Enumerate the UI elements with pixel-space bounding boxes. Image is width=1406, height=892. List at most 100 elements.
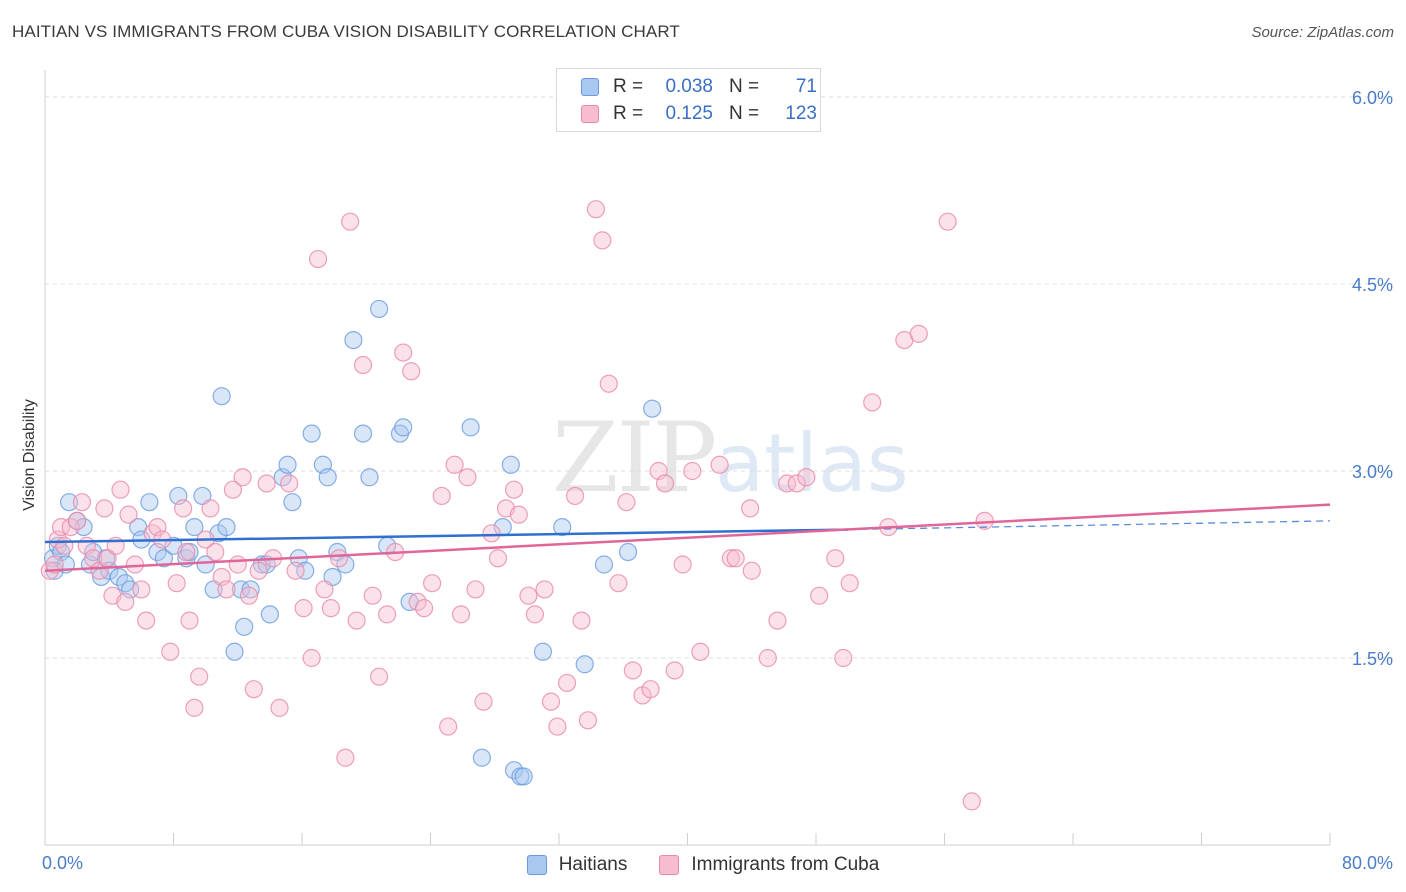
- point-haitians: [302, 424, 321, 443]
- legend-item-haitians[interactable]: Haitians: [526, 854, 627, 876]
- point-cuba: [451, 605, 471, 624]
- point-cuba: [557, 673, 577, 693]
- axes: [44, 70, 1330, 846]
- legend-row-haitians: R = 0.038 N = 71: [581, 75, 817, 99]
- y-tick-label: 4.5%: [1352, 275, 1393, 295]
- point-cuba: [810, 586, 829, 605]
- point-cuba: [834, 648, 853, 668]
- point-cuba: [167, 574, 186, 593]
- point-cuba: [655, 474, 675, 493]
- point-haitians: [643, 399, 662, 418]
- point-haitians: [461, 418, 480, 437]
- point-haitians: [196, 555, 215, 574]
- point-cuba: [223, 480, 243, 499]
- stats-legend: R = 0.038 N = 71 R = 0.125 N = 123: [556, 68, 821, 132]
- point-haitians: [533, 642, 553, 661]
- point-cuba: [787, 474, 806, 493]
- point-haitians: [296, 561, 315, 580]
- point-cuba: [378, 605, 397, 624]
- point-cuba: [217, 580, 236, 599]
- point-cuba: [161, 642, 180, 661]
- y-tick-label: 6.0%: [1352, 88, 1393, 108]
- point-cuba: [302, 648, 321, 668]
- point-cuba: [509, 505, 528, 524]
- point-haitians: [575, 655, 594, 674]
- point-haitians: [59, 493, 79, 512]
- point-cuba: [423, 574, 442, 593]
- point-cuba: [119, 505, 138, 524]
- point-cuba: [45, 555, 64, 574]
- point-cuba: [336, 748, 355, 767]
- point-cuba: [609, 574, 628, 593]
- point-cuba: [370, 667, 389, 686]
- point-cuba: [308, 249, 328, 269]
- point-cuba: [180, 611, 199, 630]
- trend-lines: [44, 503, 1331, 572]
- point-cuba: [641, 680, 660, 699]
- point-cuba: [394, 343, 413, 362]
- point-cuba: [962, 792, 981, 811]
- point-cuba: [758, 648, 777, 668]
- point-cuba: [466, 580, 485, 599]
- point-haitians: [260, 605, 279, 624]
- point-haitians: [344, 331, 363, 350]
- point-cuba: [617, 493, 636, 512]
- point-cuba: [525, 605, 545, 624]
- x-ticks: [44, 833, 1331, 845]
- point-cuba: [797, 468, 816, 487]
- legend-item-cuba[interactable]: Immigrants from Cuba: [659, 854, 879, 876]
- point-cuba: [294, 599, 313, 618]
- point-cuba: [55, 536, 74, 555]
- point-cuba: [280, 474, 299, 493]
- point-cuba: [710, 455, 729, 474]
- point-cuba: [541, 692, 561, 711]
- point-cuba: [125, 555, 145, 574]
- y-tick-label: 1.5%: [1352, 649, 1393, 669]
- legend-label-cuba: Immigrants from Cuba: [691, 854, 880, 875]
- point-cuba: [673, 555, 692, 574]
- point-cuba: [270, 698, 289, 717]
- point-haitians: [140, 493, 159, 512]
- point-cuba: [826, 549, 845, 568]
- point-cuba: [353, 355, 373, 375]
- legend-r-label: R =: [613, 103, 644, 124]
- point-cuba: [586, 200, 606, 219]
- point-cuba: [228, 555, 247, 574]
- point-cuba: [132, 580, 151, 599]
- point-cuba: [116, 592, 135, 612]
- point-cuba: [599, 374, 618, 393]
- legend-swatch-cuba: [659, 855, 680, 875]
- point-cuba: [474, 692, 493, 711]
- point-cuba: [721, 549, 740, 568]
- point-cuba: [347, 611, 366, 630]
- y-tick-label: 3.0%: [1352, 462, 1393, 482]
- point-cuba: [593, 231, 612, 250]
- legend-swatch-haitians: [581, 78, 599, 96]
- watermark-zip: ZIP: [552, 402, 717, 514]
- point-cuba: [726, 549, 745, 568]
- point-cuba: [201, 499, 220, 518]
- x-tick-label-max: 80.0%: [1342, 853, 1393, 873]
- point-cuba: [535, 580, 554, 599]
- point-cuba: [909, 324, 928, 343]
- point-cuba: [488, 549, 508, 568]
- point-cuba: [742, 561, 761, 580]
- point-cuba: [137, 611, 156, 630]
- legend-n-label: N =: [729, 103, 760, 124]
- point-cuba: [777, 474, 797, 493]
- watermark: ZIPatlas: [552, 402, 909, 514]
- y-ticks: 1.5% 3.0% 4.5% 6.0%: [1352, 88, 1393, 669]
- point-haitians: [212, 387, 231, 406]
- watermark-atlas: atlas: [715, 417, 909, 510]
- point-haitians: [501, 455, 520, 474]
- point-haitians: [360, 468, 379, 487]
- point-cuba: [445, 455, 464, 474]
- point-haitians: [472, 748, 491, 767]
- point-cuba: [51, 517, 71, 537]
- point-cuba: [504, 480, 524, 499]
- point-cuba: [572, 611, 591, 630]
- point-cuba: [439, 717, 458, 736]
- legend-swatch-cuba: [581, 105, 599, 123]
- point-cuba: [863, 393, 882, 412]
- point-cuba: [741, 499, 760, 518]
